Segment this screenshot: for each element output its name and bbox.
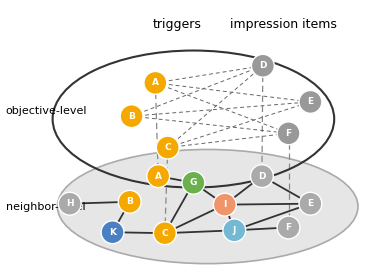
Circle shape <box>120 105 143 128</box>
Circle shape <box>147 165 170 188</box>
Circle shape <box>144 71 167 94</box>
Circle shape <box>214 193 236 216</box>
Text: B: B <box>126 197 133 206</box>
Circle shape <box>101 221 124 244</box>
Text: B: B <box>128 112 135 121</box>
Text: D: D <box>258 172 266 181</box>
Text: impression items: impression items <box>230 18 337 31</box>
Circle shape <box>182 171 205 194</box>
Text: objective-level: objective-level <box>5 106 87 116</box>
Text: A: A <box>152 78 159 87</box>
Circle shape <box>277 122 300 145</box>
Text: F: F <box>285 129 292 138</box>
Text: K: K <box>109 228 116 237</box>
Text: J: J <box>232 226 236 235</box>
Text: G: G <box>190 178 197 187</box>
Circle shape <box>277 216 300 239</box>
Text: E: E <box>307 199 314 208</box>
Circle shape <box>58 192 81 215</box>
Text: E: E <box>307 97 314 106</box>
Text: C: C <box>164 143 171 152</box>
Text: C: C <box>161 229 168 238</box>
Circle shape <box>250 165 273 188</box>
Circle shape <box>299 90 322 113</box>
Circle shape <box>118 190 141 213</box>
Circle shape <box>156 136 179 159</box>
Text: A: A <box>155 172 162 181</box>
Text: F: F <box>285 223 292 232</box>
Text: I: I <box>223 200 227 209</box>
Text: neighbor-level: neighbor-level <box>6 202 86 212</box>
Circle shape <box>299 192 322 215</box>
Text: D: D <box>259 61 267 70</box>
Text: H: H <box>66 199 74 208</box>
Ellipse shape <box>57 150 358 264</box>
Text: triggers: triggers <box>153 18 202 31</box>
Circle shape <box>154 222 176 245</box>
Circle shape <box>223 219 246 242</box>
Circle shape <box>251 54 274 77</box>
